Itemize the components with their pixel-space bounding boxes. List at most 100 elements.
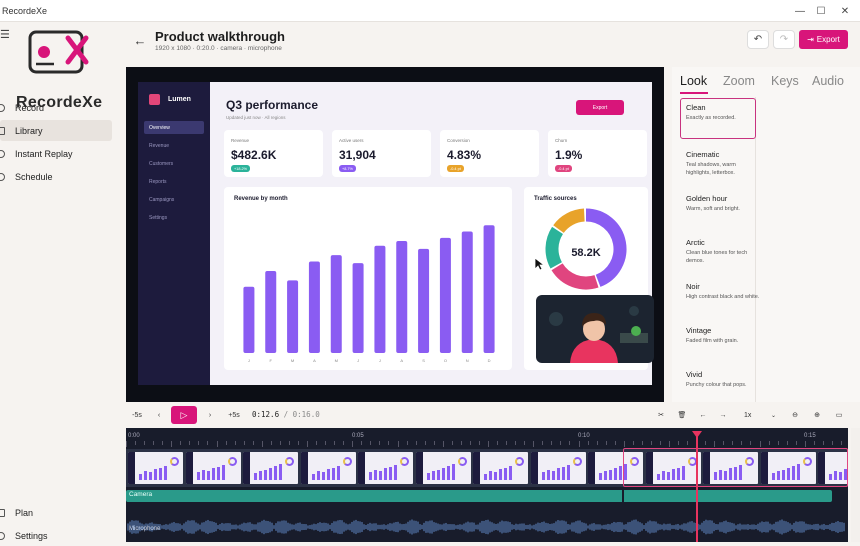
sidebar-item-label: Settings (15, 530, 48, 541)
scissors-icon: ✂ (658, 412, 664, 419)
recording-meta: 1920 x 1080 · 0:20.0 · camera · micropho… (155, 45, 282, 52)
bar-9 (439, 237, 451, 353)
look-option-cinematic[interactable]: Cinematic Teal shadows, warm highlights,… (686, 150, 762, 177)
microphone-waveform[interactable] (126, 512, 848, 542)
maximize-button[interactable]: ☐ (801, 0, 841, 22)
ruler-tick (840, 441, 842, 445)
thumbnail-bar (614, 468, 617, 480)
move-right-button[interactable]: → (716, 407, 730, 423)
thumbnail-bar (796, 464, 800, 480)
thumbnail-bar (656, 474, 660, 480)
skip-back-5s-button[interactable]: -5s (132, 411, 142, 419)
thumbnail-bar (316, 471, 320, 480)
tab-keys[interactable]: Keys (771, 74, 799, 88)
ruler-tick (478, 441, 480, 445)
sidebar-item-plan[interactable]: Plan (0, 502, 112, 523)
move-left-button[interactable]: ← (696, 407, 710, 423)
look-option-vintage[interactable]: Vintage Faded film with grain. (686, 326, 762, 345)
video-thumbnail (703, 452, 758, 484)
ruler-tick (813, 441, 815, 445)
thumbnail-bar (834, 471, 837, 480)
kpi-card: Churn 1.9% -0.4 pt (548, 130, 647, 177)
ruler-tick (777, 441, 779, 445)
bar-8 (418, 248, 430, 353)
zoom-in-button[interactable]: ⊕ (810, 407, 824, 423)
speed-select[interactable]: 1x ⌄ (740, 407, 780, 423)
sidebar-item-library[interactable]: Library (0, 120, 112, 141)
thumbnail-bar (279, 464, 282, 480)
chevron-down-icon: ⌄ (770, 412, 776, 419)
redo-button[interactable]: ↷ (773, 30, 795, 49)
thumbnail-bar (426, 473, 430, 480)
split-button[interactable]: ✂ (654, 407, 668, 423)
ruler-tick (297, 441, 299, 445)
sidebar-item-instant-replay[interactable]: Instant Replay (0, 143, 112, 164)
timeline[interactable]: 0:00 0:05 0:10 0:15 Camera Microphone (126, 428, 848, 542)
dashboard-nav-item: Overview (144, 121, 204, 134)
ruler-tick (171, 441, 173, 447)
thumbnail-bar (504, 468, 507, 480)
tab-look[interactable]: Look (680, 74, 708, 88)
video-thumbnail (645, 452, 701, 484)
close-button[interactable]: ✕ (825, 0, 860, 22)
video-thumbnail (300, 452, 356, 484)
bar-7 (396, 240, 408, 353)
playhead[interactable] (696, 431, 698, 542)
ruler-tick (216, 441, 218, 447)
skip-forward-5s-button[interactable]: +5s (228, 411, 240, 419)
tab-audio[interactable]: Audio (812, 74, 844, 88)
kpi-value: $482.6K (231, 148, 277, 162)
thumbnail-bar (321, 472, 325, 480)
bar-tick-label: M (335, 358, 338, 363)
maximize-icon: ☐ (816, 5, 826, 17)
thumbnail-bar (661, 471, 665, 480)
camera-track[interactable] (126, 490, 832, 502)
look-option-arctic[interactable]: Arctic Clean blue tones for tech demos. (686, 238, 762, 265)
ruler-tick (433, 441, 435, 445)
zoom-out-button[interactable]: ⊖ (788, 407, 802, 423)
hamburger-menu-icon[interactable]: ☰ (0, 29, 10, 41)
sidebar-item-settings[interactable]: Settings (0, 525, 112, 546)
minimize-icon: — (795, 5, 805, 17)
thumbnail-bar (739, 465, 742, 480)
bar-tick-label: N (466, 358, 469, 363)
ruler-tick (270, 441, 272, 445)
dashboard-frame: Lumen Overview Revenue Customers Reports… (138, 82, 654, 385)
selected-clip-region[interactable] (623, 448, 848, 487)
play-button[interactable]: ▷ (171, 406, 197, 424)
look-option-noir[interactable]: Noir High contrast black and white. (686, 282, 762, 301)
video-thumbnail (415, 452, 471, 484)
bar-tick-label: S (422, 358, 425, 363)
undo-button[interactable]: ↶ (747, 30, 769, 49)
zoom-out-icon: ⊖ (792, 412, 798, 419)
fit-button[interactable]: ▭ (832, 407, 846, 423)
thumbnail-bar (561, 467, 565, 480)
prev-frame-button[interactable]: ‹ (152, 407, 166, 423)
next-frame-button[interactable]: › (203, 407, 217, 423)
ruler-tick (605, 441, 607, 445)
active-tab-indicator (680, 92, 708, 94)
thumbnail-bar (379, 471, 382, 480)
thumbnail-sidebar (818, 452, 825, 484)
look-option-vivid[interactable]: Vivid Punchy colour that pops. (686, 370, 762, 389)
look-option-golden-hour[interactable]: Golden hour Warm, soft and bright. (686, 194, 762, 213)
sidebar-item-record[interactable]: Record (0, 97, 112, 118)
editor-header: ← Product walkthrough 1920 x 1080 · 0:20… (118, 22, 860, 66)
minimize-button[interactable]: — (780, 0, 820, 22)
video-preview[interactable]: Lumen Overview Revenue Customers Reports… (126, 67, 664, 402)
ruler-tick (750, 441, 752, 445)
video-track[interactable] (126, 449, 848, 487)
sidebar-item-schedule[interactable]: Schedule (0, 166, 112, 187)
ruler-tick (542, 441, 544, 445)
look-option-clean[interactable]: Clean Exactly as recorded. (680, 98, 756, 139)
bar-tick-label: M (291, 358, 294, 363)
thumbnail-bar (556, 468, 560, 480)
back-button[interactable]: ← (130, 30, 150, 50)
timeline-scrollbar[interactable] (851, 428, 860, 542)
export-button[interactable]: ⇥ Export (799, 30, 848, 49)
delete-button[interactable]: 🗑 (675, 407, 689, 423)
tab-zoom[interactable]: Zoom (723, 74, 755, 88)
dashboard-nav-item: Revenue (149, 142, 170, 149)
current-time: 0:12.6 (252, 410, 280, 419)
thumbnail-bar (604, 471, 607, 480)
